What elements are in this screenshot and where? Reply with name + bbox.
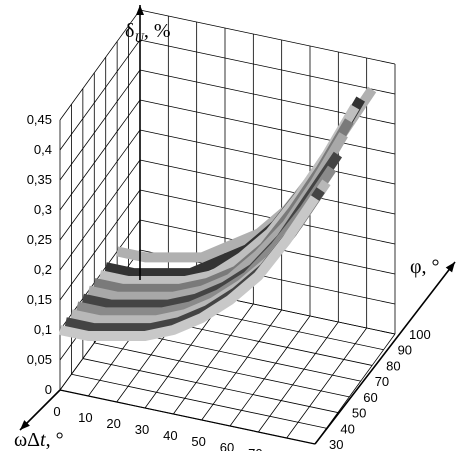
floor-grid-line <box>94 342 350 398</box>
x-axis-baseline <box>59 389 316 445</box>
side-wall-grid-line <box>59 99 141 211</box>
tick-labels: 0 0,05 0,1 0,15 0,2 0,25 0,3 0,35 0,4 0,45 0 10 20 30… <box>27 112 431 451</box>
y-tick-label: 30 <box>329 437 343 451</box>
floor-grid-line <box>71 373 327 429</box>
back-wall-grid-line <box>139 129 396 185</box>
x-tick-label: 30 <box>135 422 149 437</box>
floor-grid-line <box>286 327 367 439</box>
y-tick-label: 80 <box>386 358 400 373</box>
x-tick-label: 0 <box>53 404 60 419</box>
back-wall-grid-line <box>139 159 396 215</box>
x-tick-label: 50 <box>191 434 205 449</box>
z-tick-label: 0,4 <box>34 142 52 157</box>
y-axis-arrowhead <box>445 262 455 273</box>
z-axis-label: δU, % <box>125 20 171 45</box>
floor-grid-line <box>201 309 282 421</box>
floor-grid-line <box>173 303 254 415</box>
series-line-phi-30 <box>58 195 320 341</box>
x-axis-arrowhead <box>20 420 30 430</box>
x-tick-label: 40 <box>163 428 177 443</box>
back-wall-grid-line <box>139 189 396 245</box>
side-wall-grid-line <box>59 9 141 121</box>
side-wall-grid-line <box>59 69 141 181</box>
side-wall-grid-line <box>59 39 141 151</box>
grid-lines <box>59 9 396 445</box>
series-ribbons <box>58 86 377 341</box>
z-tick-label: 0,15 <box>27 292 52 307</box>
z-tick-label: 0,25 <box>27 232 52 247</box>
side-wall-grid-line <box>59 189 141 301</box>
z-tick-label: 0 <box>45 382 52 397</box>
floor-grid-line <box>82 358 338 413</box>
back-wall-grid-line <box>139 99 396 155</box>
y-tick-label: 100 <box>409 327 431 342</box>
y-tick-label: 60 <box>363 390 377 405</box>
z-axis-arrowhead <box>136 5 144 15</box>
x-tick-label: 70 <box>248 446 262 451</box>
y-tick-label: 70 <box>375 374 389 389</box>
floor-grid-line <box>258 321 339 433</box>
x-tick-label: 60 <box>220 440 234 451</box>
z-tick-label: 0,05 <box>27 352 52 367</box>
y-axis <box>314 261 456 445</box>
z-tick-label: 0,2 <box>34 262 52 277</box>
back-wall-grid-line <box>139 9 396 65</box>
z-tick-label: 0,3 <box>34 202 52 217</box>
side-wall-grid-line <box>59 159 141 271</box>
back-wall-grid-line <box>139 39 396 95</box>
x-tick-label: 20 <box>106 416 120 431</box>
axes <box>19 5 456 445</box>
z-tick-label: 0,35 <box>27 172 52 187</box>
y-tick-label: 50 <box>352 406 366 421</box>
floor-grid-line <box>229 315 311 427</box>
y-axis-label: φ, ° <box>410 256 440 278</box>
z-tick-label: 0,45 <box>27 112 52 127</box>
side-wall-grid-line <box>59 129 141 241</box>
z-tick-label: 0,1 <box>34 322 52 337</box>
x-axis-label: ωΔt, ° <box>14 429 64 451</box>
y-tick-label: 90 <box>398 343 412 358</box>
x-tick-label: 10 <box>78 410 92 425</box>
y-tick-label: 40 <box>340 421 354 436</box>
